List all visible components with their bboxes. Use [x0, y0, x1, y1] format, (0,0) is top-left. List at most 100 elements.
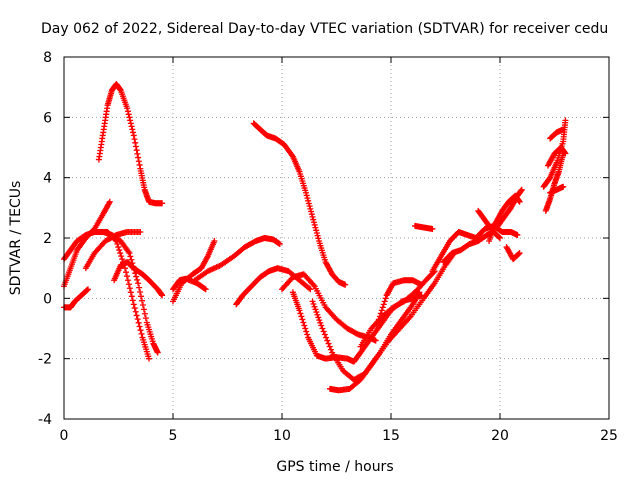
series-arc-8	[170, 238, 218, 305]
y-tick-label: 0	[43, 291, 52, 307]
data-point	[112, 237, 119, 244]
data-point	[562, 150, 569, 157]
data-point	[313, 227, 320, 234]
data-point	[137, 327, 144, 334]
series-arc-10	[170, 275, 209, 293]
data-point	[130, 301, 137, 308]
series-arc-2	[95, 81, 166, 207]
series-arc-11	[233, 265, 314, 308]
data-point	[159, 292, 166, 299]
data-point	[125, 111, 132, 118]
data-point	[134, 150, 141, 157]
data-point	[310, 301, 317, 308]
data-point	[382, 295, 389, 302]
data-point	[127, 120, 134, 127]
data-point	[317, 319, 324, 326]
data-point	[124, 277, 131, 284]
x-tick-label: 0	[60, 428, 69, 444]
data-point	[137, 228, 144, 235]
data-point	[128, 256, 135, 263]
data-point	[372, 337, 379, 344]
data-point	[496, 234, 503, 241]
data-point	[134, 316, 141, 323]
data-point	[320, 328, 327, 335]
series-arc-28	[547, 183, 567, 196]
data-point	[138, 330, 145, 337]
data-point	[302, 325, 309, 332]
data-point	[121, 262, 128, 269]
data-point	[314, 311, 321, 318]
data-point	[381, 298, 388, 305]
data-point	[307, 205, 314, 212]
data-point	[130, 132, 137, 139]
data-point	[146, 355, 153, 362]
data-point	[115, 244, 122, 251]
data-point	[133, 312, 140, 319]
data-point	[300, 319, 307, 326]
data-point	[127, 117, 134, 124]
data-point	[365, 338, 372, 345]
data-point	[313, 309, 320, 316]
x-tick-label: 25	[600, 428, 618, 444]
data-marks	[61, 81, 569, 394]
series-arc-4	[82, 228, 144, 272]
y-tick-label: -2	[38, 352, 52, 368]
series-arc-12	[250, 120, 349, 288]
data-point	[127, 289, 134, 296]
data-point	[119, 256, 126, 263]
data-point	[202, 286, 209, 293]
data-point	[516, 250, 523, 257]
data-point	[130, 129, 137, 136]
y-tick-label: 4	[43, 171, 52, 187]
data-point	[123, 269, 130, 276]
x-axis-label: GPS time / hours	[276, 459, 393, 475]
data-point	[306, 285, 313, 292]
x-tick-label: 20	[491, 428, 509, 444]
data-point	[136, 284, 143, 291]
data-point	[131, 305, 138, 312]
data-point	[299, 316, 306, 323]
data-point	[276, 241, 283, 248]
data-point	[138, 293, 145, 300]
data-point	[310, 216, 317, 223]
data-point	[129, 126, 136, 133]
data-point	[139, 302, 146, 309]
data-point	[518, 186, 525, 193]
data-point	[84, 286, 91, 293]
data-point	[305, 200, 312, 207]
data-point	[304, 331, 311, 338]
data-point	[311, 303, 318, 310]
data-point	[129, 297, 136, 304]
data-point	[378, 307, 385, 314]
data-point	[297, 310, 304, 317]
data-point	[309, 213, 316, 220]
data-point	[316, 317, 323, 324]
data-point	[307, 286, 314, 293]
data-point	[303, 328, 310, 335]
x-tick-label: 10	[273, 428, 291, 444]
data-point	[312, 224, 319, 231]
data-point	[133, 147, 140, 154]
data-point	[124, 108, 131, 115]
series-arc-29	[547, 126, 567, 142]
data-point	[138, 297, 145, 304]
y-axis-label: SDTVAR / TECUs	[8, 181, 24, 296]
data-point	[159, 200, 166, 207]
x-tick-label: 5	[169, 428, 178, 444]
series-arc-19	[411, 222, 436, 232]
series-arc-26	[540, 117, 569, 190]
data-point	[135, 280, 142, 287]
data-point	[126, 250, 133, 257]
data-point	[135, 319, 142, 326]
series-arc-7	[61, 286, 91, 311]
data-point	[113, 238, 120, 245]
data-point	[117, 250, 124, 257]
data-point	[201, 285, 208, 292]
data-point	[321, 331, 328, 338]
data-point	[132, 139, 139, 146]
data-point	[303, 192, 310, 199]
series-arc-27	[544, 144, 569, 169]
series-arc-3	[61, 198, 113, 290]
data-point	[136, 161, 143, 168]
data-point	[298, 313, 305, 320]
